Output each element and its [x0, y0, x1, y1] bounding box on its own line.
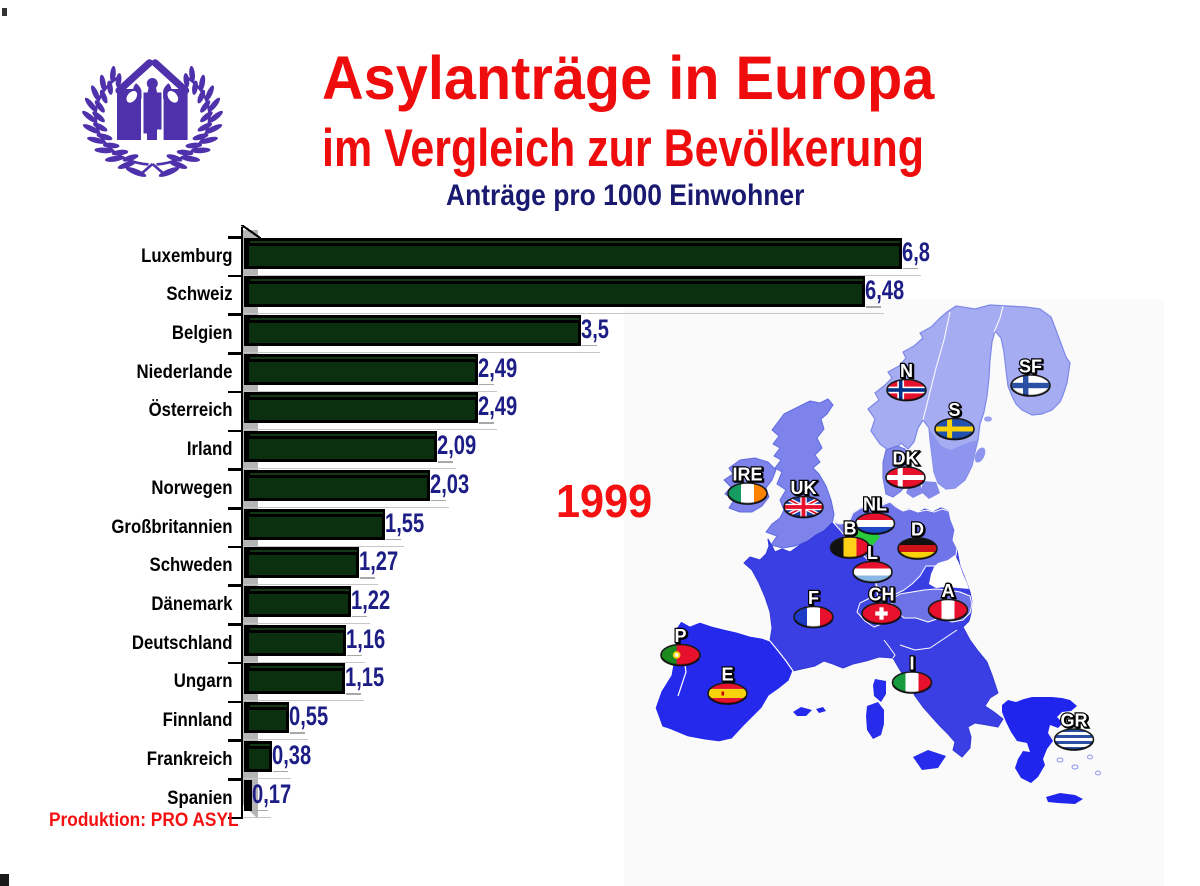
- svg-text:F: F: [808, 588, 819, 608]
- svg-text:P: P: [676, 627, 688, 647]
- svg-text:UK: UK: [791, 478, 817, 498]
- svg-text:S: S: [948, 400, 960, 420]
- svg-text:SF: SF: [1020, 358, 1043, 378]
- svg-text:L: L: [867, 543, 878, 563]
- svg-text:NL: NL: [863, 495, 887, 515]
- svg-text:D: D: [911, 520, 924, 540]
- svg-text:E: E: [721, 665, 733, 685]
- svg-text:IRE: IRE: [732, 465, 762, 485]
- svg-text:L: L: [868, 544, 879, 564]
- svg-text:A: A: [943, 582, 956, 602]
- svg-text:DK: DK: [894, 450, 920, 470]
- svg-text:NL: NL: [864, 496, 888, 516]
- svg-text:DK: DK: [893, 449, 919, 469]
- svg-text:CH: CH: [869, 585, 895, 605]
- svg-text:B: B: [845, 520, 858, 540]
- svg-text:S: S: [950, 401, 962, 421]
- svg-text:F: F: [809, 589, 820, 609]
- svg-text:N: N: [900, 361, 913, 381]
- svg-text:SF: SF: [1019, 357, 1042, 377]
- svg-text:GR: GR: [1061, 711, 1088, 731]
- svg-text:I: I: [911, 655, 916, 675]
- svg-text:E: E: [723, 666, 735, 686]
- svg-text:P: P: [674, 626, 686, 646]
- svg-text:B: B: [844, 519, 857, 539]
- svg-text:D: D: [912, 521, 925, 541]
- svg-text:A: A: [942, 581, 955, 601]
- svg-text:I: I: [909, 654, 914, 674]
- svg-text:UK: UK: [792, 479, 818, 499]
- svg-text:CH: CH: [870, 586, 896, 606]
- svg-text:IRE: IRE: [734, 466, 764, 486]
- svg-text:N: N: [901, 362, 914, 382]
- svg-text:GR: GR: [1062, 712, 1089, 732]
